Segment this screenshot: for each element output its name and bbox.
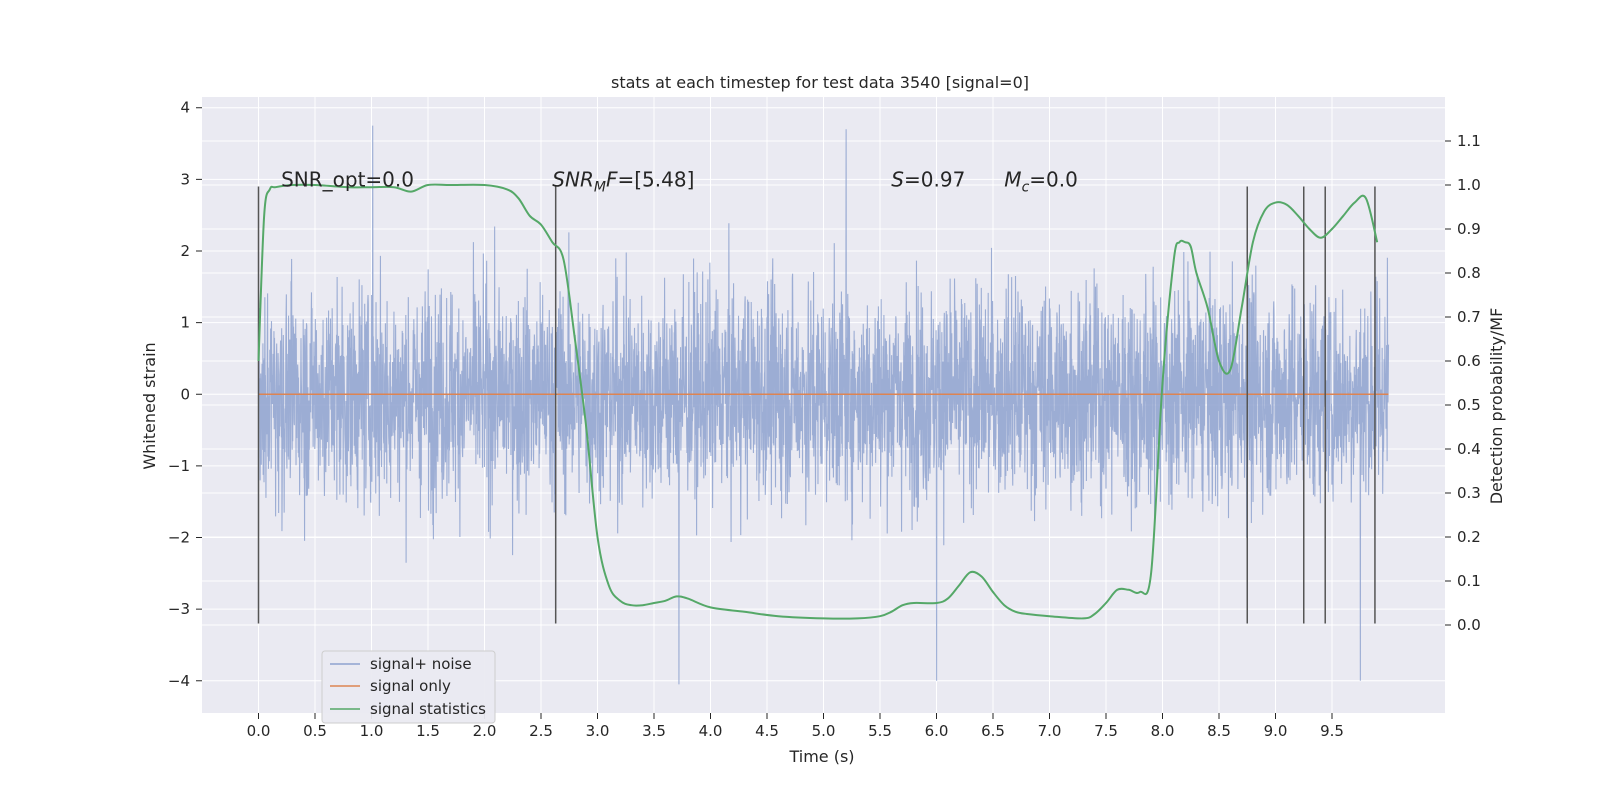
annotation-2: S=0.97 xyxy=(891,167,965,191)
annotation-0: SNR_opt=0.0 xyxy=(281,167,414,191)
x-tick-label: 4.0 xyxy=(699,722,723,740)
noise-series xyxy=(257,125,1390,685)
ticks: 0.0 0.5 1.0 1.5 2.0 2.5 3.0 3.5 4.0 4.5 5.0 5.5 6.0 6… xyxy=(168,99,1481,740)
legend-label-noise: signal+ noise xyxy=(370,655,472,673)
chart-title: stats at each timestep for test data 354… xyxy=(611,73,1029,92)
y-tick-label: −1 xyxy=(168,457,190,475)
y-right-tick-label: 0.7 xyxy=(1457,308,1481,326)
y-tick-label: −2 xyxy=(168,529,190,547)
legend: signal+ noise signal only signal statist… xyxy=(321,650,496,724)
x-axis-label: Time (s) xyxy=(788,747,854,766)
y-right-tick-label: 1.0 xyxy=(1457,176,1481,194)
y-tick-label: 0 xyxy=(180,385,190,403)
y-right-tick-label: 0.3 xyxy=(1457,484,1481,502)
x-tick-label: 5.5 xyxy=(868,722,892,740)
statistics-line xyxy=(257,183,1379,620)
x-tick-label: 1.0 xyxy=(360,722,384,740)
statistics-series xyxy=(257,183,1379,620)
y-right-tick-label: 0.0 xyxy=(1457,616,1481,634)
y-tick-label: −4 xyxy=(168,672,190,690)
vertical-markers xyxy=(257,186,1376,624)
y-tick-label: 2 xyxy=(180,242,190,260)
y-tick-label: 3 xyxy=(180,170,190,188)
x-tick-label: 3.0 xyxy=(586,722,610,740)
y-tick-label: 4 xyxy=(180,99,190,117)
x-tick-label: 9.0 xyxy=(1264,722,1288,740)
annotation-1: SNRMF=[5.48] xyxy=(552,167,694,195)
annotations: SNR_opt=0.0 SNRMF=[5.48] S=0.97 Mc=0.0 xyxy=(281,167,1078,195)
x-tick-label: 6.0 xyxy=(925,722,949,740)
y-right-axis-label: Detection probability/MF xyxy=(1487,308,1506,505)
x-tick-label: 2.5 xyxy=(529,722,553,740)
x-tick-label: 6.5 xyxy=(981,722,1005,740)
y-right-tick-label: 0.2 xyxy=(1457,528,1481,546)
x-tick-label: 0.0 xyxy=(247,722,271,740)
x-tick-label: 8.5 xyxy=(1207,722,1231,740)
y-tick-label: −3 xyxy=(168,600,190,618)
x-tick-label: 4.5 xyxy=(755,722,779,740)
y-right-tick-label: 0.6 xyxy=(1457,352,1481,370)
x-tick-label: 3.5 xyxy=(642,722,666,740)
x-tick-label: 1.5 xyxy=(416,722,440,740)
y-axis-label: Whitened strain xyxy=(140,342,159,469)
x-tick-label: 0.5 xyxy=(303,722,327,740)
y-right-tick-label: 1.1 xyxy=(1457,132,1481,150)
y-right-tick-label: 0.8 xyxy=(1457,264,1481,282)
legend-label-stats: signal statistics xyxy=(370,700,486,718)
noise-line xyxy=(257,125,1390,685)
y-right-tick-label: 0.5 xyxy=(1457,396,1481,414)
annotation-3: Mc=0.0 xyxy=(1004,167,1078,195)
x-tick-label: 7.0 xyxy=(1038,722,1062,740)
x-tick-label: 8.0 xyxy=(1151,722,1175,740)
legend-box xyxy=(321,650,496,724)
x-tick-label: 9.5 xyxy=(1320,722,1344,740)
x-tick-label: 7.5 xyxy=(1094,722,1118,740)
y-right-tick-label: 0.1 xyxy=(1457,572,1481,590)
y-right-tick-label: 0.4 xyxy=(1457,440,1481,458)
x-tick-label: 5.0 xyxy=(812,722,836,740)
x-tick-label: 2.0 xyxy=(473,722,497,740)
y-right-tick-label: 0.9 xyxy=(1457,220,1481,238)
legend-label-signal: signal only xyxy=(370,677,451,695)
y-tick-label: 1 xyxy=(180,314,190,332)
